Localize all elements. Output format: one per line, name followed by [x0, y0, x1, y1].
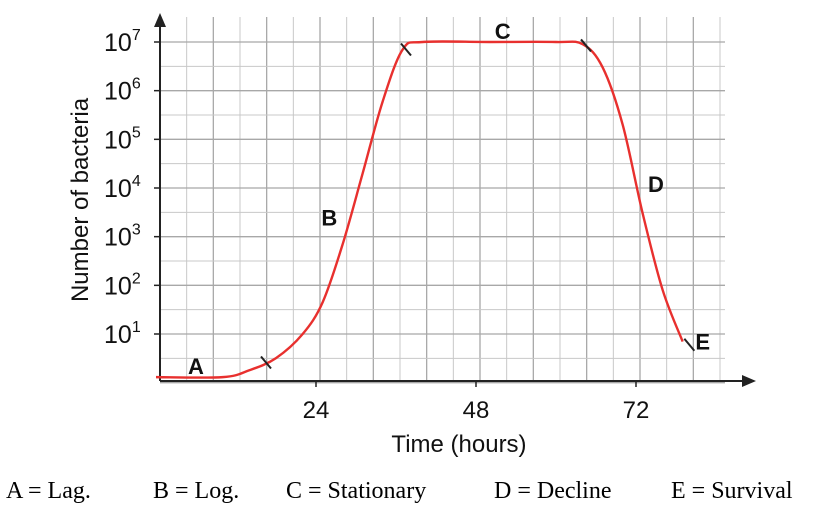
phase-boundaries	[260, 38, 696, 370]
y-tick-exponent: 3	[132, 222, 141, 239]
y-tick-exponent: 5	[132, 124, 141, 141]
legend-stationary: C = Stationary	[286, 478, 427, 504]
axes	[154, 13, 756, 387]
growth-curve	[155, 40, 684, 379]
growth-curve-line	[155, 40, 684, 379]
phase-label-c: C	[495, 19, 511, 44]
phase-label-e: E	[695, 330, 710, 355]
y-tick-label: 105	[104, 124, 141, 154]
phase-label-b: B	[321, 205, 337, 230]
phase-label-d: D	[648, 172, 664, 197]
y-tick-exponent: 1	[132, 319, 141, 336]
y-tick-exponent: 2	[132, 270, 141, 287]
grid	[159, 17, 725, 384]
phase-letters: A B C D E	[188, 19, 710, 379]
y-tick-label: 107	[104, 27, 141, 57]
phase-boundary-mark	[260, 355, 272, 370]
legend-survival: E = Survival	[671, 478, 793, 504]
y-tick-exponent: 4	[132, 173, 141, 190]
y-tick-label: 103	[104, 222, 141, 252]
y-tick-label: 102	[104, 270, 141, 300]
y-tick-label: 106	[104, 76, 141, 106]
y-tick-exponent: 7	[132, 27, 141, 44]
y-tick-exponent: 6	[132, 76, 141, 93]
y-axis-label: Number of bacteria	[67, 97, 94, 302]
x-tick-label: 72	[623, 397, 650, 424]
y-tick-label: 104	[104, 173, 141, 203]
phase-label-a: A	[188, 354, 204, 379]
x-tick-label: 48	[463, 397, 490, 424]
x-tick-label: 24	[303, 397, 330, 424]
legend-log: B = Log.	[153, 478, 240, 504]
y-tick-label: 101	[104, 319, 141, 349]
legend-lag: A = Lag.	[6, 478, 91, 504]
phase-boundary-mark	[400, 42, 412, 57]
x-axis-label: Time (hours)	[391, 431, 526, 458]
y-axis-arrowhead	[154, 13, 166, 27]
phase-boundary-mark	[580, 38, 592, 53]
legend-decline: D = Decline	[494, 478, 612, 504]
phase-boundary-mark	[683, 338, 696, 352]
x-axis-arrowhead	[742, 375, 756, 387]
